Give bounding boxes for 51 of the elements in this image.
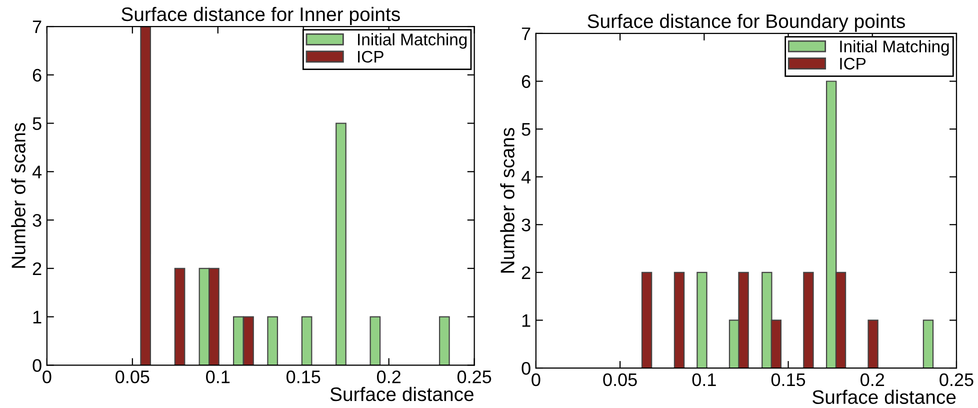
x-tick-label: 0.2 bbox=[377, 370, 400, 384]
bar bbox=[803, 272, 814, 368]
bar bbox=[922, 320, 934, 368]
bar bbox=[174, 268, 186, 366]
y-tick-label: 3 bbox=[522, 218, 530, 232]
x-axis-title: Surface distance bbox=[330, 386, 474, 402]
y-tick-label: 6 bbox=[32, 68, 42, 82]
chart-title: Surface distance for Inner points bbox=[122, 6, 400, 25]
x-tick-label: 0.1 bbox=[692, 373, 716, 386]
legend-label: ICP bbox=[840, 58, 866, 70]
x-tick-label: 0 bbox=[532, 373, 540, 386]
x-tick-label: 0.05 bbox=[116, 370, 150, 384]
x-tick-label: 0.25 bbox=[940, 373, 974, 386]
x-tick-label: 0.05 bbox=[603, 373, 637, 386]
bar bbox=[438, 316, 450, 366]
y-tick-label: 0 bbox=[522, 362, 530, 375]
legend-label: Initial Matching bbox=[358, 33, 467, 49]
bar bbox=[641, 272, 652, 368]
y-tick-label: 6 bbox=[522, 75, 530, 88]
x-tick-label: 0.15 bbox=[286, 370, 320, 384]
y-tick-label: 5 bbox=[522, 123, 530, 136]
y-tick-label: 1 bbox=[33, 310, 42, 324]
y-tick-label: 7 bbox=[522, 28, 530, 40]
y-tick-label: 3 bbox=[32, 214, 42, 227]
y-tick-label: 1 bbox=[522, 314, 530, 327]
y-tick-label: 4 bbox=[32, 166, 42, 178]
bar bbox=[674, 272, 685, 368]
y-tick-label: 2 bbox=[522, 266, 530, 279]
bar bbox=[267, 316, 278, 366]
x-axis-title: Surface distance bbox=[812, 390, 956, 404]
y-tick-label: 0 bbox=[32, 359, 42, 372]
bar bbox=[868, 320, 878, 368]
y-tick-label: 2 bbox=[32, 262, 42, 275]
bar bbox=[370, 316, 381, 366]
x-tick-label: 0.1 bbox=[206, 370, 230, 384]
bar bbox=[140, 26, 152, 366]
x-tick-label: 0.2 bbox=[860, 373, 884, 386]
bar bbox=[336, 122, 346, 366]
y-tick-label: 7 bbox=[32, 20, 42, 34]
y-axis-title: Number of scans bbox=[500, 128, 514, 273]
legend-label: Initial Matching bbox=[840, 40, 949, 56]
chart-title: Surface distance for Boundary points bbox=[588, 14, 905, 32]
x-tick-label: 0.15 bbox=[771, 373, 806, 386]
x-tick-label: 0 bbox=[42, 370, 52, 384]
bar bbox=[301, 316, 312, 366]
y-axis-title: Number of scans bbox=[11, 123, 26, 268]
legend-label: ICP bbox=[358, 50, 384, 63]
bar bbox=[696, 272, 708, 368]
y-tick-label: 4 bbox=[521, 170, 531, 184]
x-tick-label: 0.25 bbox=[457, 370, 492, 384]
y-tick-label: 5 bbox=[32, 117, 42, 130]
